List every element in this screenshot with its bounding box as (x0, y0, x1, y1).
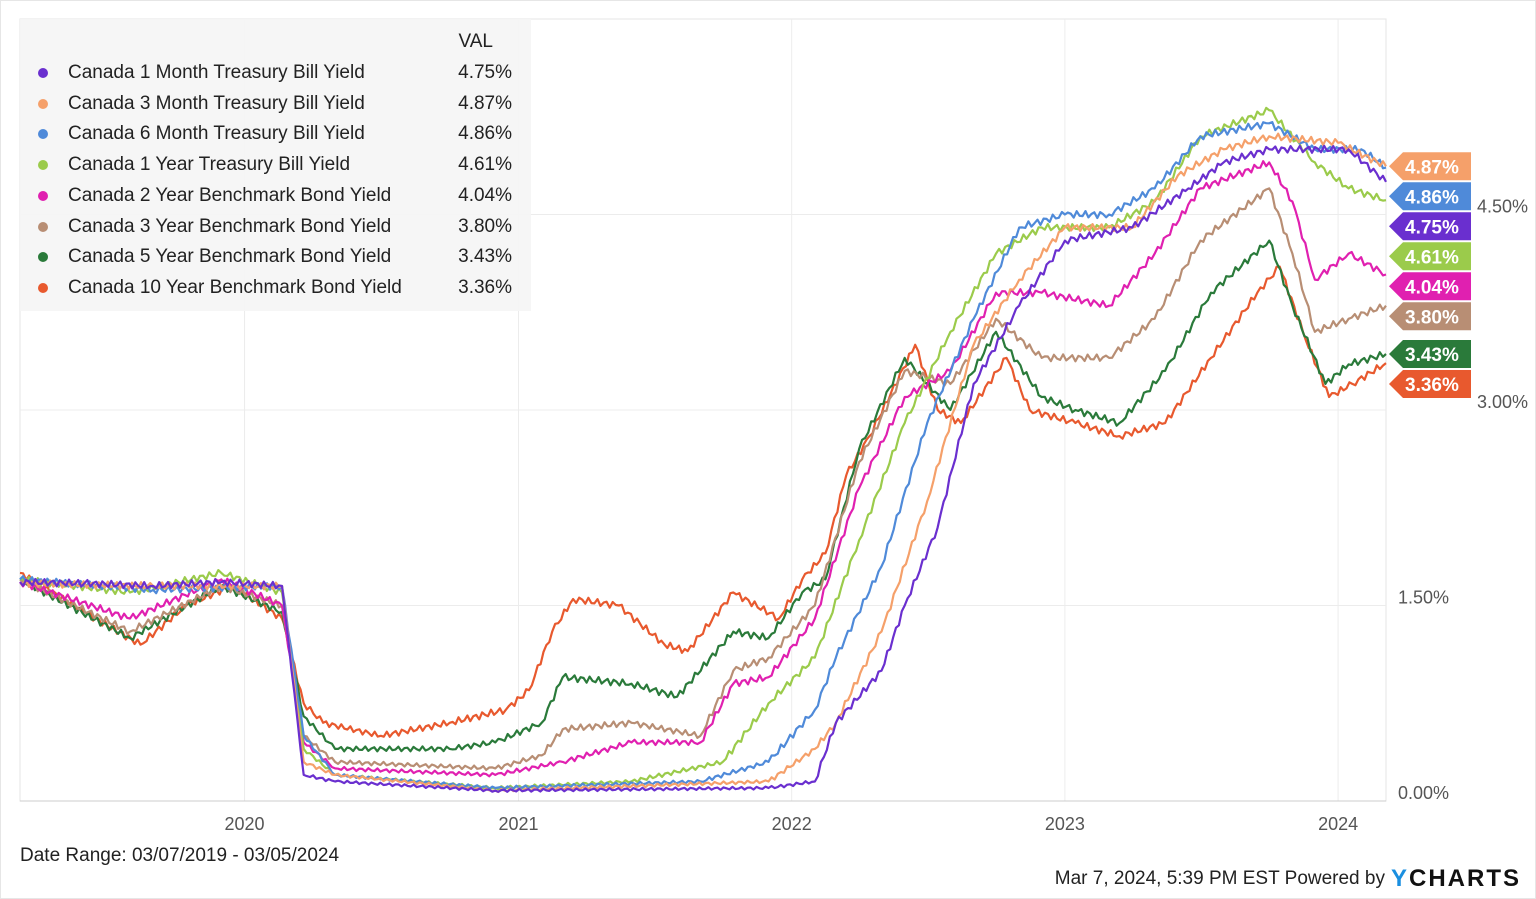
date-range: Date Range: 03/07/2019 - 03/05/2024 (20, 845, 340, 866)
legend-item[interactable]: Canada 6 Month Treasury Bill Yield 4.86% (38, 119, 518, 149)
legend-dot (38, 221, 48, 232)
legend-value: 4.86% (458, 123, 512, 145)
legend-dot (38, 282, 48, 293)
x-tick-label: 2024 (1318, 814, 1358, 834)
series-line (19, 239, 1387, 753)
legend-item[interactable]: Canada 3 Year Benchmark Bond Yield 3.80% (38, 212, 518, 242)
timestamp: Mar 7, 2024, 5:39 PM EST Powered by (1054, 868, 1385, 889)
value-flag-label: 4.04% (1405, 277, 1459, 298)
value-flag (1389, 152, 1471, 181)
legend-dot (38, 252, 48, 263)
y-tick-label: 1.50% (1398, 588, 1449, 608)
legend-value: 4.75% (458, 62, 512, 83)
value-flag (1389, 212, 1471, 241)
legend-label: Canada 3 Month Treasury Bill Yield (68, 92, 365, 114)
value-flag-label: 3.43% (1405, 345, 1459, 366)
legend-label: Canada 2 Year Benchmark Bond Yield (68, 184, 392, 206)
x-tick-label: 2021 (498, 814, 538, 834)
legend-header: VAL (458, 31, 493, 52)
value-flag (1389, 339, 1471, 368)
value-flag-label: 4.75% (1405, 217, 1459, 238)
value-flag-label: 3.36% (1405, 375, 1459, 396)
legend-item[interactable]: Canada 2 Year Benchmark Bond Yield 4.04% (38, 181, 518, 211)
value-flag (1389, 369, 1471, 398)
series-line (19, 144, 1387, 793)
legend-value: 4.61% (458, 154, 512, 176)
legend-dot (38, 190, 48, 201)
legend-label: Canada 1 Month Treasury Bill Yield (68, 62, 365, 83)
value-flag-label: 4.87% (1405, 157, 1459, 178)
legend-value: 3.36% (458, 276, 512, 298)
legend-item[interactable]: Canada 3 Month Treasury Bill Yield 4.87% (38, 89, 518, 119)
legend-value: 4.04% (458, 184, 512, 206)
legend-item[interactable]: Canada 10 Year Benchmark Bond Yield 3.36% (38, 273, 518, 303)
value-flag (1389, 302, 1471, 331)
legend-label: Canada 6 Month Treasury Bill Yield (68, 123, 365, 145)
x-tick-label: 2020 (225, 814, 265, 834)
value-flag-label: 3.80% (1405, 307, 1459, 328)
legend-dot (38, 129, 48, 140)
legend-dot (38, 160, 48, 171)
legend-dot (38, 68, 48, 78)
legend-label: Canada 1 Year Treasury Bill Yield (68, 154, 351, 176)
legend-value: 4.87% (458, 92, 512, 114)
x-tick-label: 2023 (1045, 814, 1085, 834)
value-flag (1389, 182, 1471, 211)
legend-value: 3.80% (458, 215, 512, 237)
series-line (19, 132, 1387, 794)
footer-credit: Mar 7, 2024, 5:39 PM EST Powered by YCHA… (1055, 865, 1521, 893)
series-line (19, 187, 1387, 771)
series-line (19, 106, 1387, 791)
legend-label: Canada 5 Year Benchmark Bond Yield (68, 246, 392, 268)
legend-label: Canada 10 Year Benchmark Bond Yield (68, 276, 402, 298)
y-tick-label: 0.00% (1398, 783, 1449, 803)
legend-item[interactable]: Canada 5 Year Benchmark Bond Yield 3.43% (38, 242, 518, 272)
value-flag-label: 4.86% (1405, 187, 1459, 208)
value-flag-label: 4.61% (1405, 247, 1459, 268)
legend-label: Canada 3 Year Benchmark Bond Yield (68, 215, 392, 237)
series-line (19, 121, 1387, 791)
legend-dot (38, 98, 48, 109)
y-tick-label: 4.50% (1477, 197, 1528, 217)
legend: VAL Canada 1 Month Treasury Bill Yield 4.… (20, 19, 531, 311)
legend-value: 3.43% (458, 246, 512, 268)
ycharts-logo[interactable]: YCHARTS (1390, 865, 1521, 892)
y-tick-label: 3.00% (1477, 392, 1528, 412)
legend-item[interactable]: Canada 1 Year Treasury Bill Yield 4.61% (38, 150, 518, 180)
x-tick-label: 2022 (772, 814, 812, 834)
value-flag (1389, 242, 1471, 271)
legend-item[interactable]: Canada 1 Month Treasury Bill Yield 4.75% (38, 58, 518, 88)
value-flag (1389, 272, 1471, 301)
